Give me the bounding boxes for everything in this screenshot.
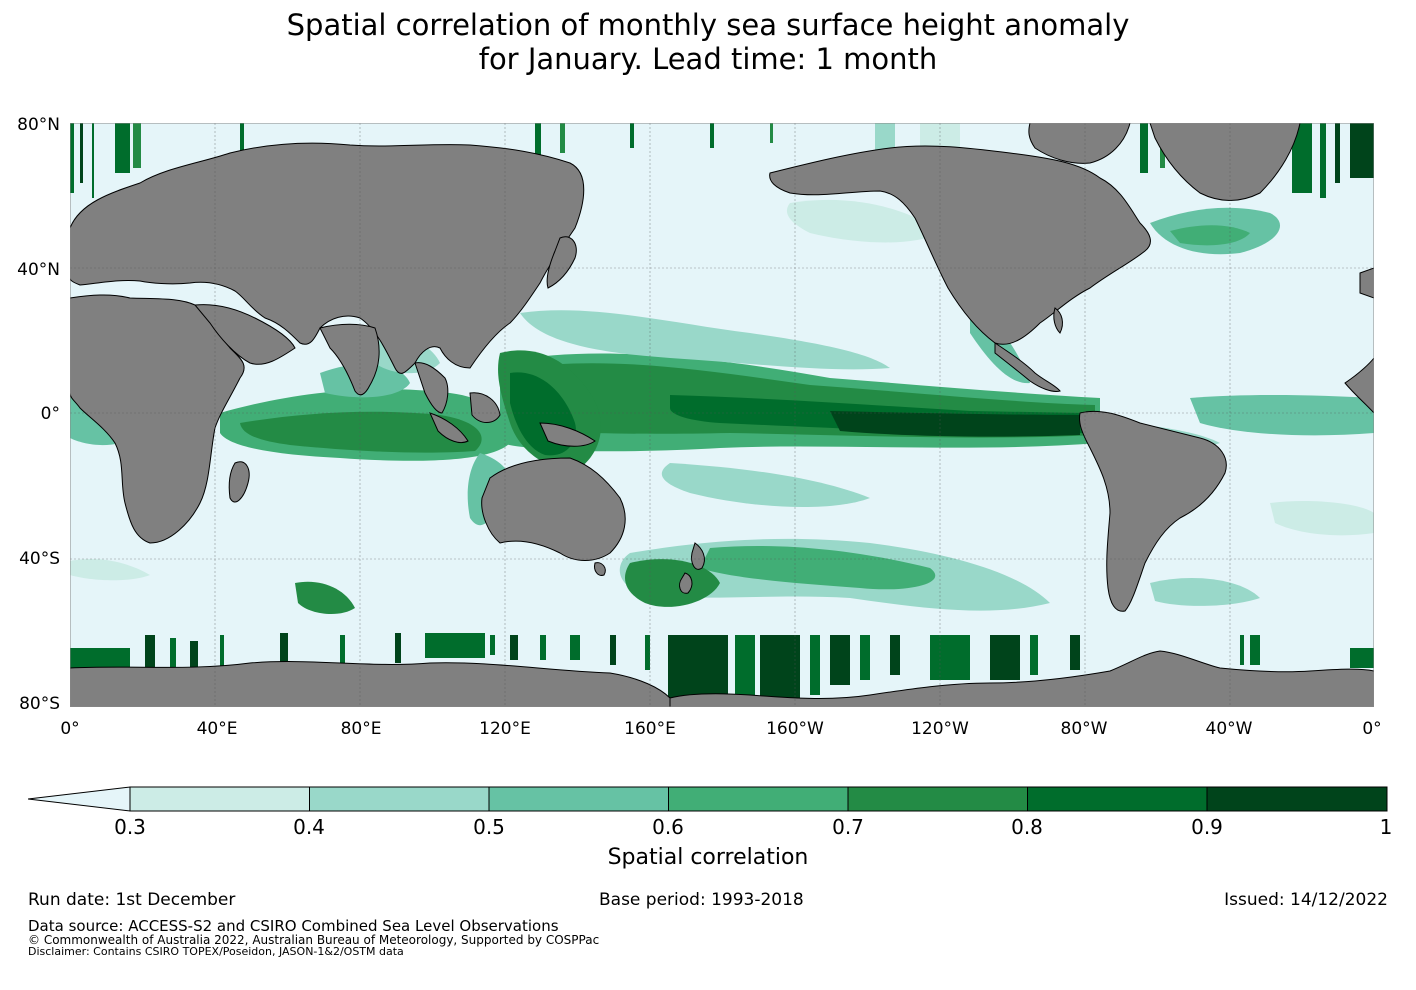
map-title: Spatial correlation of monthly sea surfa… bbox=[0, 8, 1416, 76]
colorbar-segment-3 bbox=[489, 787, 669, 811]
lat-label-0: 0° bbox=[40, 404, 60, 424]
colorbar-tick-0-8: 0.8 bbox=[1011, 815, 1043, 839]
lat-label-40s: 40°S bbox=[19, 549, 60, 569]
copyright-notice: © Commonwealth of Australia 2022, Austra… bbox=[28, 933, 600, 947]
colorbar-tick-0-7: 0.7 bbox=[832, 815, 864, 839]
lon-label-160e: 160°E bbox=[624, 719, 676, 739]
lat-label-80s: 80°S bbox=[19, 694, 60, 714]
run-date: Run date: 1st December bbox=[28, 890, 236, 910]
lon-label-80e: 80°E bbox=[340, 719, 382, 739]
colorbar-extension-arrow bbox=[28, 786, 131, 812]
correlation-map bbox=[70, 123, 1374, 707]
colorbar-segment-1 bbox=[130, 787, 310, 811]
lon-label-0-left: 0° bbox=[60, 719, 80, 739]
colorbar bbox=[28, 786, 1388, 812]
colorbar-outline bbox=[129, 786, 1388, 812]
lat-label-40n: 40°N bbox=[17, 260, 60, 280]
title-line-1: Spatial correlation of monthly sea surfa… bbox=[286, 8, 1130, 42]
lon-label-160w: 160°W bbox=[766, 719, 824, 739]
lon-label-120e: 120°E bbox=[479, 719, 531, 739]
issued-date: Issued: 14/12/2022 bbox=[1224, 890, 1388, 910]
lon-label-80w: 80°W bbox=[1060, 719, 1108, 739]
land-masses bbox=[70, 123, 1374, 707]
base-period: Base period: 1993-2018 bbox=[599, 890, 804, 910]
colorbar-tick-0-5: 0.5 bbox=[473, 815, 505, 839]
colorbar-tick-0-9: 0.9 bbox=[1191, 815, 1223, 839]
colorbar-segment-7 bbox=[1207, 787, 1387, 811]
antarctic-artifacts bbox=[70, 633, 1374, 705]
colorbar-title: Spatial correlation bbox=[607, 845, 809, 870]
colorbar-tick-0-3: 0.3 bbox=[114, 815, 146, 839]
lon-label-0-right: 0° bbox=[1362, 719, 1382, 739]
colorbar-tick-0-4: 0.4 bbox=[293, 815, 325, 839]
title-line-2: for January. Lead time: 1 month bbox=[478, 42, 938, 76]
colorbar-segment-2 bbox=[309, 787, 489, 811]
colorbar-segment-6 bbox=[1027, 787, 1207, 811]
colorbar-tick-0-6: 0.6 bbox=[652, 815, 684, 839]
disclaimer: Disclaimer: Contains CSIRO TOPEX/Poseido… bbox=[28, 945, 404, 958]
graticule bbox=[70, 123, 1374, 707]
colorbar-segment-5 bbox=[848, 787, 1028, 811]
lon-label-120w: 120°W bbox=[911, 719, 969, 739]
lat-label-80n: 80°N bbox=[17, 115, 60, 135]
colorbar-segment-4 bbox=[668, 787, 848, 811]
lon-label-40e: 40°E bbox=[196, 719, 238, 739]
colorbar-tick-1: 1 bbox=[1379, 815, 1393, 839]
colorbar-dividers bbox=[309, 787, 1208, 811]
data-source: Data source: ACCESS-S2 and CSIRO Combine… bbox=[28, 917, 559, 935]
lon-label-40w: 40°W bbox=[1205, 719, 1253, 739]
